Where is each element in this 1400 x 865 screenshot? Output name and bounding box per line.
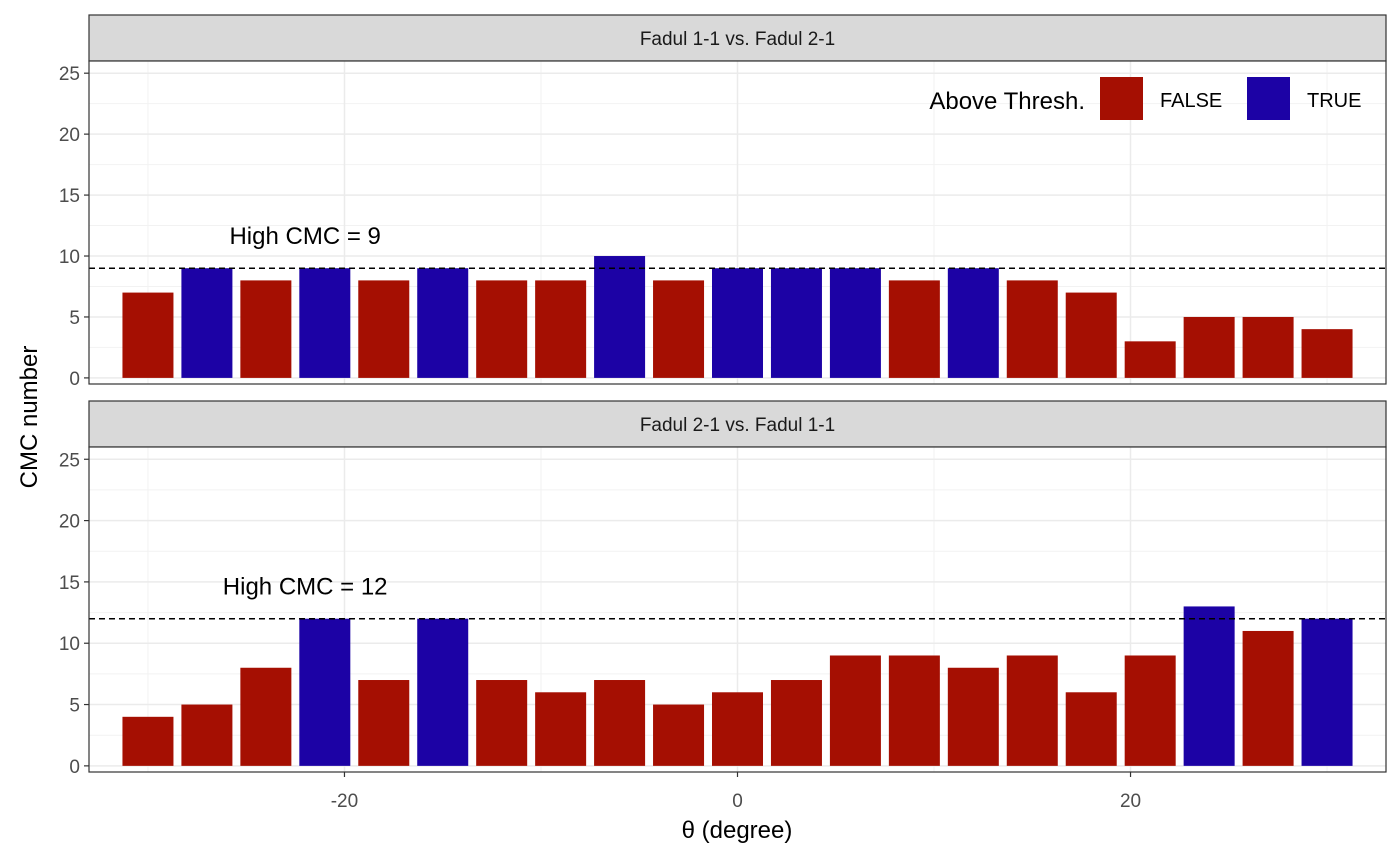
panel-2-bar — [417, 618, 469, 766]
panel-1-bar — [122, 292, 174, 378]
panel-2-bar — [770, 680, 822, 766]
panel-2-bar — [535, 692, 587, 766]
panel-2-bar — [888, 655, 940, 766]
panel-1-bar — [181, 268, 233, 378]
legend-title: Above Thresh. — [929, 88, 1085, 115]
panel-2-bar — [476, 680, 528, 766]
panel-2-bar — [712, 692, 763, 766]
legend-key-false — [1100, 77, 1143, 120]
panel-2-strip-label: Fadul 2-1 vs. Fadul 1-1 — [640, 415, 835, 436]
panel-1-y-tick-label: 5 — [69, 308, 80, 329]
panel-1-bar — [1006, 280, 1058, 378]
panel-2-bar — [1006, 655, 1058, 766]
panel-1-bar — [770, 268, 822, 378]
panel-1-bar — [712, 268, 763, 378]
panel-1-y-tick-label: 25 — [59, 64, 80, 85]
panel-1-border — [88, 60, 1387, 385]
panel-1-bar — [299, 268, 351, 378]
panel-1-bar — [947, 268, 999, 378]
panel-1-threshold-annotation: High CMC = 9 — [229, 223, 380, 250]
panel-2-y-tick-label: 5 — [69, 696, 80, 717]
panel-2-bar — [240, 667, 292, 766]
panel-2-bar — [1242, 630, 1294, 766]
panel-1-y-tick-label: 0 — [69, 369, 80, 390]
panel-1-bar — [594, 256, 646, 378]
panel-1-y-tick-label: 10 — [59, 247, 80, 268]
panel-2-y-tick-label: 10 — [59, 634, 80, 655]
panel-2-bar — [1183, 606, 1235, 766]
panel-1-bar — [1124, 341, 1176, 378]
panel-2-bar — [594, 680, 646, 766]
panel-1-bar — [417, 268, 469, 378]
panel-2-bar — [1124, 655, 1176, 766]
panel-2-bar — [181, 704, 233, 766]
legend-label-false: FALSE — [1160, 90, 1222, 112]
y-axis-title: CMC number — [16, 346, 43, 489]
panel-2-bar — [358, 680, 410, 766]
panel-1-bar — [888, 280, 940, 378]
panel-1-bar — [535, 280, 587, 378]
x-tick-label: 20 — [1120, 791, 1141, 812]
panel-2-y-tick-label: 25 — [59, 450, 80, 471]
panel-1-bar — [1183, 316, 1235, 378]
legend-key-true — [1247, 77, 1290, 120]
panel-2-y-tick-label: 20 — [59, 512, 80, 533]
panel-1-bar — [1301, 329, 1353, 378]
panel-2-bar — [1301, 618, 1353, 766]
panel-1-bar — [358, 280, 410, 378]
panel-1-y-tick-label: 20 — [59, 125, 80, 146]
panel-2-bar — [1065, 692, 1117, 766]
panel-1-y-tick-label: 15 — [59, 186, 80, 207]
panel-1-bar — [1242, 316, 1294, 378]
panel-1-bar — [476, 280, 528, 378]
legend-label-true: TRUE — [1307, 90, 1361, 112]
x-axis-title: θ (degree) — [682, 817, 793, 844]
x-tick-label: -20 — [331, 791, 358, 812]
panel-1-strip — [88, 14, 1387, 62]
panel-1-bar — [829, 268, 881, 378]
panel-2-bar — [122, 716, 174, 766]
panel-2-bar — [653, 704, 705, 766]
panel-2-threshold-annotation: High CMC = 12 — [223, 574, 388, 601]
panel-1-strip-label: Fadul 1-1 vs. Fadul 2-1 — [640, 29, 835, 50]
panel-1-bar — [653, 280, 705, 378]
x-tick-label: 0 — [732, 791, 743, 812]
panel-2-bar — [299, 618, 351, 766]
panel-1-bar — [1065, 292, 1117, 378]
panel-2-bar — [829, 655, 881, 766]
panel-2-strip — [88, 400, 1387, 448]
panel-2-y-tick-label: 0 — [69, 757, 80, 778]
panel-2-bar — [947, 667, 999, 766]
panel-2-y-tick-label: 15 — [59, 573, 80, 594]
panel-1-bar — [240, 280, 292, 378]
